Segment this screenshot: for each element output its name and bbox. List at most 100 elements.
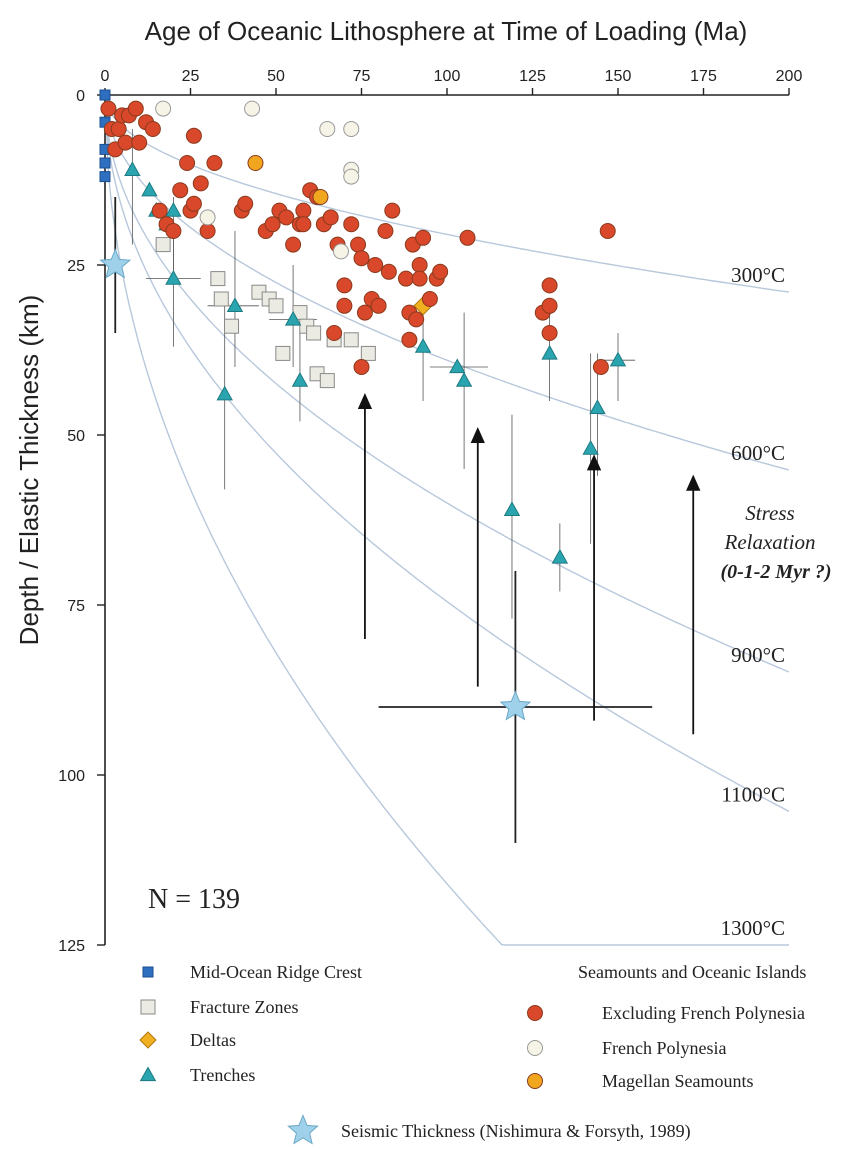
excl-point [353, 359, 370, 375]
legend: Mid-Ocean Ridge Crest Fracture Zones Delta… [139, 962, 806, 1145]
legend-fracture-marker [140, 999, 156, 1015]
excl-point [151, 202, 168, 219]
trenches-point [141, 181, 158, 197]
n-annotation: N = 139 [148, 884, 240, 915]
isotherm-curve [104, 94, 790, 471]
trenches-point [226, 297, 244, 312]
isotherm-curve [104, 94, 790, 813]
fp-point [319, 121, 336, 137]
trenches-point [589, 399, 606, 414]
fracture-point [360, 345, 376, 361]
legend-deltas-marker [139, 1031, 157, 1049]
x-tick-label: 25 [182, 68, 200, 85]
trenches-point [216, 385, 233, 401]
x-tick-label: 125 [519, 68, 546, 85]
fracture-point [319, 373, 335, 389]
legend-fp-label: French Polynesia [602, 1038, 726, 1058]
excl-point [599, 223, 616, 239]
excl-point [237, 195, 254, 212]
legend-deltas-label: Deltas [190, 1030, 236, 1050]
excl-point [336, 277, 353, 294]
excl-point [326, 325, 343, 341]
trenches-point [291, 372, 309, 387]
excl-point [541, 277, 558, 294]
excl-point [377, 223, 394, 239]
excl-point [172, 182, 189, 199]
legend-magellan-label: Magellan Seamounts [602, 1071, 753, 1091]
excl-point [384, 202, 401, 219]
legend-fracture-label: Fracture Zones [190, 997, 298, 1017]
trenches-point [582, 440, 599, 455]
stress-arrows [357, 393, 701, 735]
y-tick-label: 125 [58, 938, 85, 955]
excl-point [397, 270, 414, 287]
legend-fp-marker [527, 1040, 543, 1056]
excl-point [432, 263, 449, 280]
excl-point [411, 257, 428, 273]
isotherm-label: 900°C [731, 643, 785, 667]
excl-point [356, 304, 373, 321]
y-tick-label: 25 [67, 258, 85, 275]
x-axis-title: Age of Oceanic Lithosphere at Time of Lo… [145, 16, 748, 46]
excl-point [411, 270, 428, 287]
excl-point [367, 257, 384, 273]
fracture-point [224, 318, 240, 334]
trenches-point [165, 202, 182, 217]
excl-point [192, 175, 209, 192]
fp-point [343, 168, 360, 185]
isotherm-curve [104, 94, 790, 673]
fp-point [155, 100, 172, 117]
fp-point [244, 100, 261, 117]
isotherm-label: 300°C [731, 263, 785, 287]
x-tick-label: 0 [101, 68, 110, 85]
legend-excl-label: Excluding French Polynesia [602, 1003, 805, 1023]
excl-point [343, 216, 360, 233]
excl-point [206, 155, 223, 171]
trenches-point [551, 548, 569, 564]
trenches-point [165, 270, 182, 285]
isotherms: 300°C 600°C 900°C 1100°C 1300°C [104, 94, 790, 946]
legend-excl-marker [527, 1005, 543, 1021]
stress-label-line1: Stress [745, 501, 794, 525]
excl-point [295, 216, 312, 233]
x-tick-label: 100 [434, 68, 461, 85]
excl-point [350, 236, 367, 253]
fracture-point [210, 271, 226, 287]
excl-point [336, 297, 353, 314]
excl-point [459, 229, 476, 246]
legend-ridge-marker [142, 966, 154, 978]
x-tick-label: 150 [605, 68, 632, 85]
excl-point [415, 229, 432, 246]
legend-seismic-label: Seismic Thickness (Nishimura & Forsyth, … [341, 1121, 691, 1142]
trenches-point [284, 310, 302, 326]
excl-point [370, 297, 387, 314]
fracture-point [155, 237, 171, 253]
excl-point [353, 250, 370, 267]
excl-point [401, 331, 418, 348]
ridge-point [99, 89, 111, 101]
legend-trenches-label: Trenches [190, 1065, 255, 1085]
excl-point [165, 223, 182, 239]
fp-point [343, 121, 360, 137]
excl-point [322, 209, 339, 226]
excl-point [421, 291, 438, 307]
excl-point [264, 216, 281, 233]
legend-trenches-marker [139, 1066, 157, 1082]
isotherm-curve [104, 94, 789, 946]
trenches-point [124, 161, 141, 176]
excl-point [100, 100, 117, 117]
x-tick-label: 50 [267, 68, 285, 85]
x-tick-label: 75 [353, 68, 371, 85]
excl-point [380, 263, 397, 280]
y-axis-title: Depth / Elastic Thickness (km) [14, 295, 44, 646]
trenches-point [455, 372, 473, 387]
magellan-point [247, 155, 264, 171]
excl-point [127, 100, 144, 117]
fracture-point [343, 332, 359, 348]
ridge-point [99, 171, 111, 183]
excl-point [592, 359, 609, 375]
trenches-point [541, 344, 558, 360]
excl-point [278, 209, 295, 226]
trenches-point [503, 501, 521, 516]
